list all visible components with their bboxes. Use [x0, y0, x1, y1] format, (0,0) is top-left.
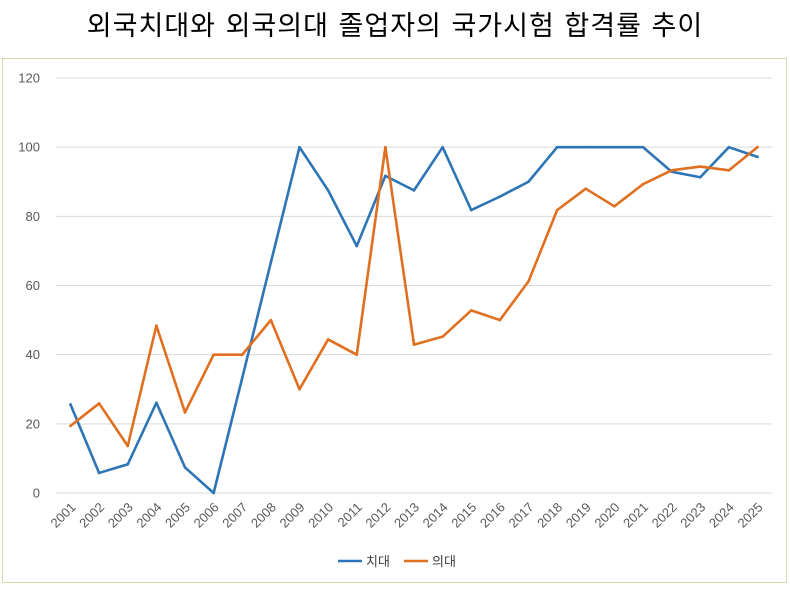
x-tick-label: 2007 [219, 500, 250, 531]
x-tick-label: 2014 [420, 500, 451, 531]
x-tick-label: 2003 [105, 500, 136, 531]
x-tick-label: 2011 [334, 500, 364, 530]
chart-title: 외국치대와 외국의대 졸업자의 국가시험 합격률 추이 [86, 11, 704, 42]
x-tick-label: 2022 [649, 500, 680, 531]
data-point [441, 335, 444, 338]
x-tick-label: 2006 [191, 500, 222, 531]
data-point [326, 338, 330, 341]
data-point [212, 353, 215, 356]
data-point [670, 169, 673, 172]
y-tick-label: 100 [18, 140, 40, 155]
data-point [126, 462, 130, 466]
x-tick-label: 2025 [735, 500, 766, 531]
x-axis-tick-labels: 2001200220032004200520062007200820092010… [48, 500, 766, 531]
gridlines [56, 77, 772, 494]
y-axis-tick-labels: 0 20 40 60 80 100 120 [18, 71, 40, 501]
data-point [155, 401, 158, 405]
data-point [641, 145, 645, 149]
x-tick-label: 2018 [534, 500, 565, 531]
data-point [441, 145, 444, 149]
data-point [498, 195, 502, 198]
data-point [183, 411, 187, 414]
data-point [527, 280, 530, 283]
data-point [469, 309, 473, 312]
data-point [298, 145, 301, 149]
data-point [298, 387, 301, 391]
data-point [498, 318, 502, 322]
y-tick-label: 40 [26, 347, 40, 362]
data-point [183, 466, 187, 469]
data-point [641, 182, 645, 186]
x-tick-label: 2008 [248, 500, 279, 531]
y-tick-label: 60 [26, 278, 40, 293]
data-point [326, 189, 330, 192]
x-tick-label: 2023 [677, 500, 708, 531]
data-point [756, 155, 759, 159]
series-lines [69, 145, 759, 495]
data-point [212, 491, 215, 495]
data-point [555, 145, 559, 149]
data-point [412, 189, 416, 192]
data-point [698, 175, 702, 179]
data-point [69, 403, 72, 406]
data-point [240, 376, 244, 380]
data-point [155, 324, 158, 327]
data-point [412, 343, 416, 346]
data-point [97, 471, 101, 475]
x-tick-label: 2019 [563, 500, 594, 531]
data-point [384, 145, 387, 149]
chart-area [2, 58, 787, 583]
y-tick-label: 20 [26, 416, 40, 431]
x-tick-label: 2020 [591, 500, 622, 531]
data-point [527, 180, 530, 184]
data-point [355, 244, 359, 248]
data-point [126, 444, 130, 448]
data-point [384, 174, 387, 178]
x-tick-label: 2001 [48, 500, 79, 531]
y-tick-label: 0 [33, 486, 40, 501]
data-point [69, 424, 72, 428]
x-tick-label: 2024 [706, 500, 737, 531]
x-tick-label: 2017 [506, 500, 537, 531]
data-point [584, 187, 588, 190]
data-point [97, 402, 101, 405]
legend-label: 의대 [432, 555, 456, 570]
x-tick-label: 2010 [305, 500, 336, 531]
x-tick-label: 2005 [162, 500, 193, 531]
x-tick-label: 2004 [133, 500, 164, 531]
x-tick-label: 2012 [362, 500, 393, 531]
y-tick-label: 120 [18, 71, 40, 86]
legend-label: 치대 [366, 555, 390, 570]
data-point [727, 169, 731, 172]
x-tick-label: 2002 [76, 500, 107, 531]
data-point [269, 318, 273, 322]
data-point [469, 208, 473, 212]
data-point [613, 145, 616, 149]
x-tick-label: 2015 [448, 500, 479, 531]
series-line-1 [69, 145, 759, 495]
data-point [727, 145, 731, 149]
x-tick-label: 2016 [477, 500, 508, 531]
legend: 치대 의대 [338, 555, 456, 570]
x-tick-label: 2009 [277, 500, 308, 531]
data-point [555, 208, 559, 212]
y-tick-label: 80 [26, 209, 40, 224]
data-point [584, 145, 588, 149]
data-point [613, 205, 616, 208]
data-point [355, 353, 359, 356]
x-tick-label: 2021 [620, 500, 651, 531]
data-point [698, 165, 702, 168]
data-point [240, 353, 244, 356]
x-tick-label: 2013 [391, 500, 422, 531]
data-point [269, 261, 273, 264]
series-line-2 [69, 145, 759, 448]
data-point [756, 145, 759, 149]
